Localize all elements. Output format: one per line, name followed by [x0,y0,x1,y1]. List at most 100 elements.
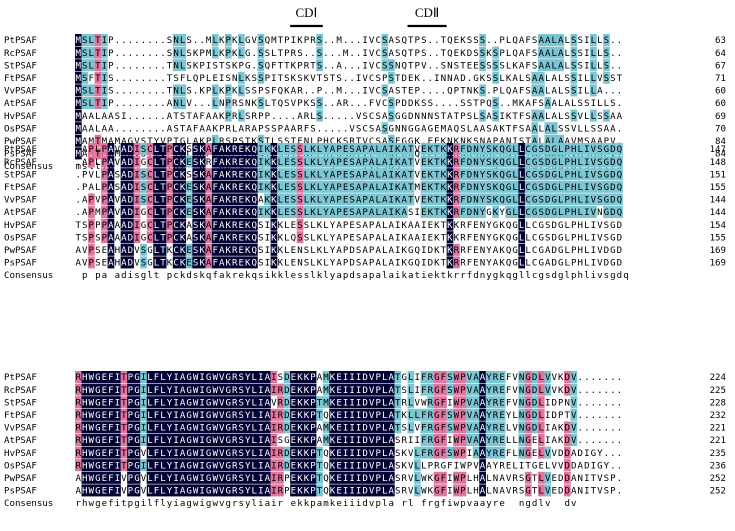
residue: D [532,373,537,383]
residue-shade [453,143,460,155]
residue-shade [433,383,441,396]
residue: E [336,398,341,408]
residue-shade [420,180,428,193]
residue: L [382,259,388,269]
residue: I [421,246,426,256]
residue: S [265,124,270,134]
residue-shade [329,143,336,155]
residue: S [532,36,537,46]
residue-shade [159,193,167,206]
residue: E [343,183,348,193]
residue: G [415,124,420,134]
residue: V [369,461,375,471]
residue: F [154,398,159,408]
residue-shade [537,446,545,459]
residue: E [291,221,296,231]
residue-shade [107,206,115,218]
residue: L [558,208,564,218]
residue: I [545,411,550,421]
residue-shade [335,421,343,434]
residue: E [291,411,296,421]
residue: P [565,208,571,218]
residue-shade [420,143,428,155]
residue: L [538,386,544,396]
residue-shade [407,155,415,168]
residue: K [304,487,310,497]
residue-shade [401,206,408,218]
residue: S [538,145,543,155]
residue: P [225,49,231,59]
species-label: PwPSAF [4,137,37,147]
residue: R [428,386,434,396]
residue: S [447,386,452,396]
residue: A [121,221,127,231]
residue-shade [159,421,167,434]
residue-shade [81,446,89,459]
residue: T [95,87,101,97]
residue-shade [348,471,356,484]
residue-shade [459,446,467,459]
residue-shade [172,434,180,446]
residue-shade [211,434,219,446]
residue: D [428,259,433,269]
residue: L [95,170,101,180]
residue: Y [486,386,492,396]
residue: M [76,112,82,122]
residue: A [219,246,225,256]
residue-shade [231,218,239,231]
residue: K [225,246,231,256]
residue-shade [387,155,395,168]
residue: Y [499,208,505,218]
residue-shade [466,421,473,434]
residue-shade [231,243,239,256]
residue: A [180,487,186,497]
residue: W [212,411,218,421]
residue: L [160,449,166,459]
consensus-label: Consensus [4,162,53,172]
residue: G [532,196,537,206]
residue: K [415,137,421,147]
residue-shade [185,421,193,434]
residue-shade [342,371,350,383]
consensus-residue: f [212,271,217,281]
residue: P [369,259,375,269]
residue-shade [537,155,545,168]
residue-shade [296,371,304,383]
residue: K [493,208,499,218]
residue-shade [198,155,206,168]
residue: V [369,449,375,459]
residue: K [297,461,303,471]
residue-shade [433,421,441,434]
residue: A [186,233,192,243]
residue: A [558,49,564,59]
residue: C [147,233,152,243]
consensus-residue: g [186,499,191,509]
residue: H [578,221,583,231]
residue-shade [101,193,108,206]
residue-shade [368,421,376,434]
residue-shade [101,180,108,193]
residue: M [441,124,447,134]
residue: . [610,436,615,446]
residue-shade [211,84,219,97]
position-number: 221 [710,424,726,434]
residue: V [506,474,512,484]
residue: E [291,246,296,256]
sequence-row: VvPSAF R H W G E F I T P G I L F L Y I A G W I G W V G R S Y L I A I R D E… [4,421,726,434]
residue: P [102,196,108,206]
residue-shade [146,168,154,181]
residue: L [89,49,95,59]
residue: . [441,87,446,97]
residue: I [545,424,550,434]
residue: A [382,208,388,218]
residue-shade [153,484,160,497]
residue: A [369,208,375,218]
residue: S [343,137,348,147]
residue: Q [617,145,622,155]
residue: Y [486,449,492,459]
residue-shade [485,408,493,421]
residue: F [506,373,511,383]
consensus-residue: n [480,271,485,281]
consensus-residue: r [428,499,434,509]
residue: G [147,259,152,269]
